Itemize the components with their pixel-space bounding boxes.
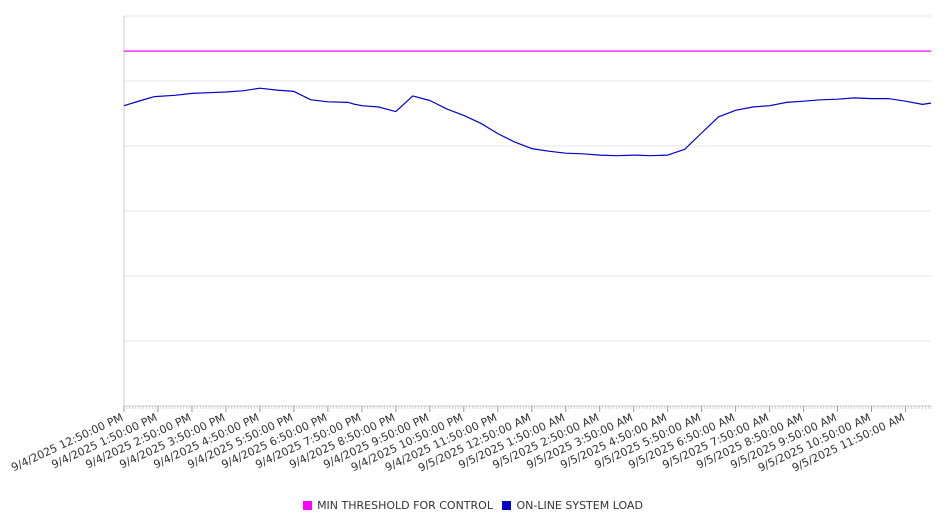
series-layer xyxy=(123,50,932,157)
grid-lines xyxy=(124,15,931,342)
legend-swatch-system-load xyxy=(502,501,512,510)
axes xyxy=(123,16,932,409)
series-line-system-load xyxy=(123,87,932,157)
legend-item-system-load[interactable]: ON-LINE SYSTEM LOAD xyxy=(502,499,643,512)
legend: MIN THRESHOLD FOR CONTROL ON-LINE SYSTEM… xyxy=(0,499,946,513)
legend-item-threshold[interactable]: MIN THRESHOLD FOR CONTROL xyxy=(303,499,493,512)
legend-label-system-load: ON-LINE SYSTEM LOAD xyxy=(516,499,643,512)
legend-label-threshold: MIN THRESHOLD FOR CONTROL xyxy=(317,499,493,512)
x-axis-tick-labels: 9/4/2025 12:50:00 PM9/4/2025 1:50:00 PM9… xyxy=(9,406,907,475)
legend-swatch-threshold xyxy=(303,501,313,510)
